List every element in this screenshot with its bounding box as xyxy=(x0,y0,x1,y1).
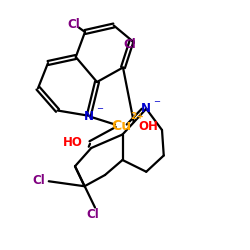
Text: Cl: Cl xyxy=(32,174,45,186)
Text: −: − xyxy=(96,104,103,113)
Text: 2+: 2+ xyxy=(130,112,144,121)
Text: Cl: Cl xyxy=(68,18,80,32)
Text: N: N xyxy=(84,110,94,123)
Text: HO: HO xyxy=(62,136,82,149)
Text: OH: OH xyxy=(139,120,159,133)
Text: N: N xyxy=(141,102,151,115)
Text: Cu: Cu xyxy=(111,119,131,133)
Text: Cl: Cl xyxy=(86,208,99,222)
Text: −: − xyxy=(153,97,160,106)
Text: Cl: Cl xyxy=(124,38,136,52)
